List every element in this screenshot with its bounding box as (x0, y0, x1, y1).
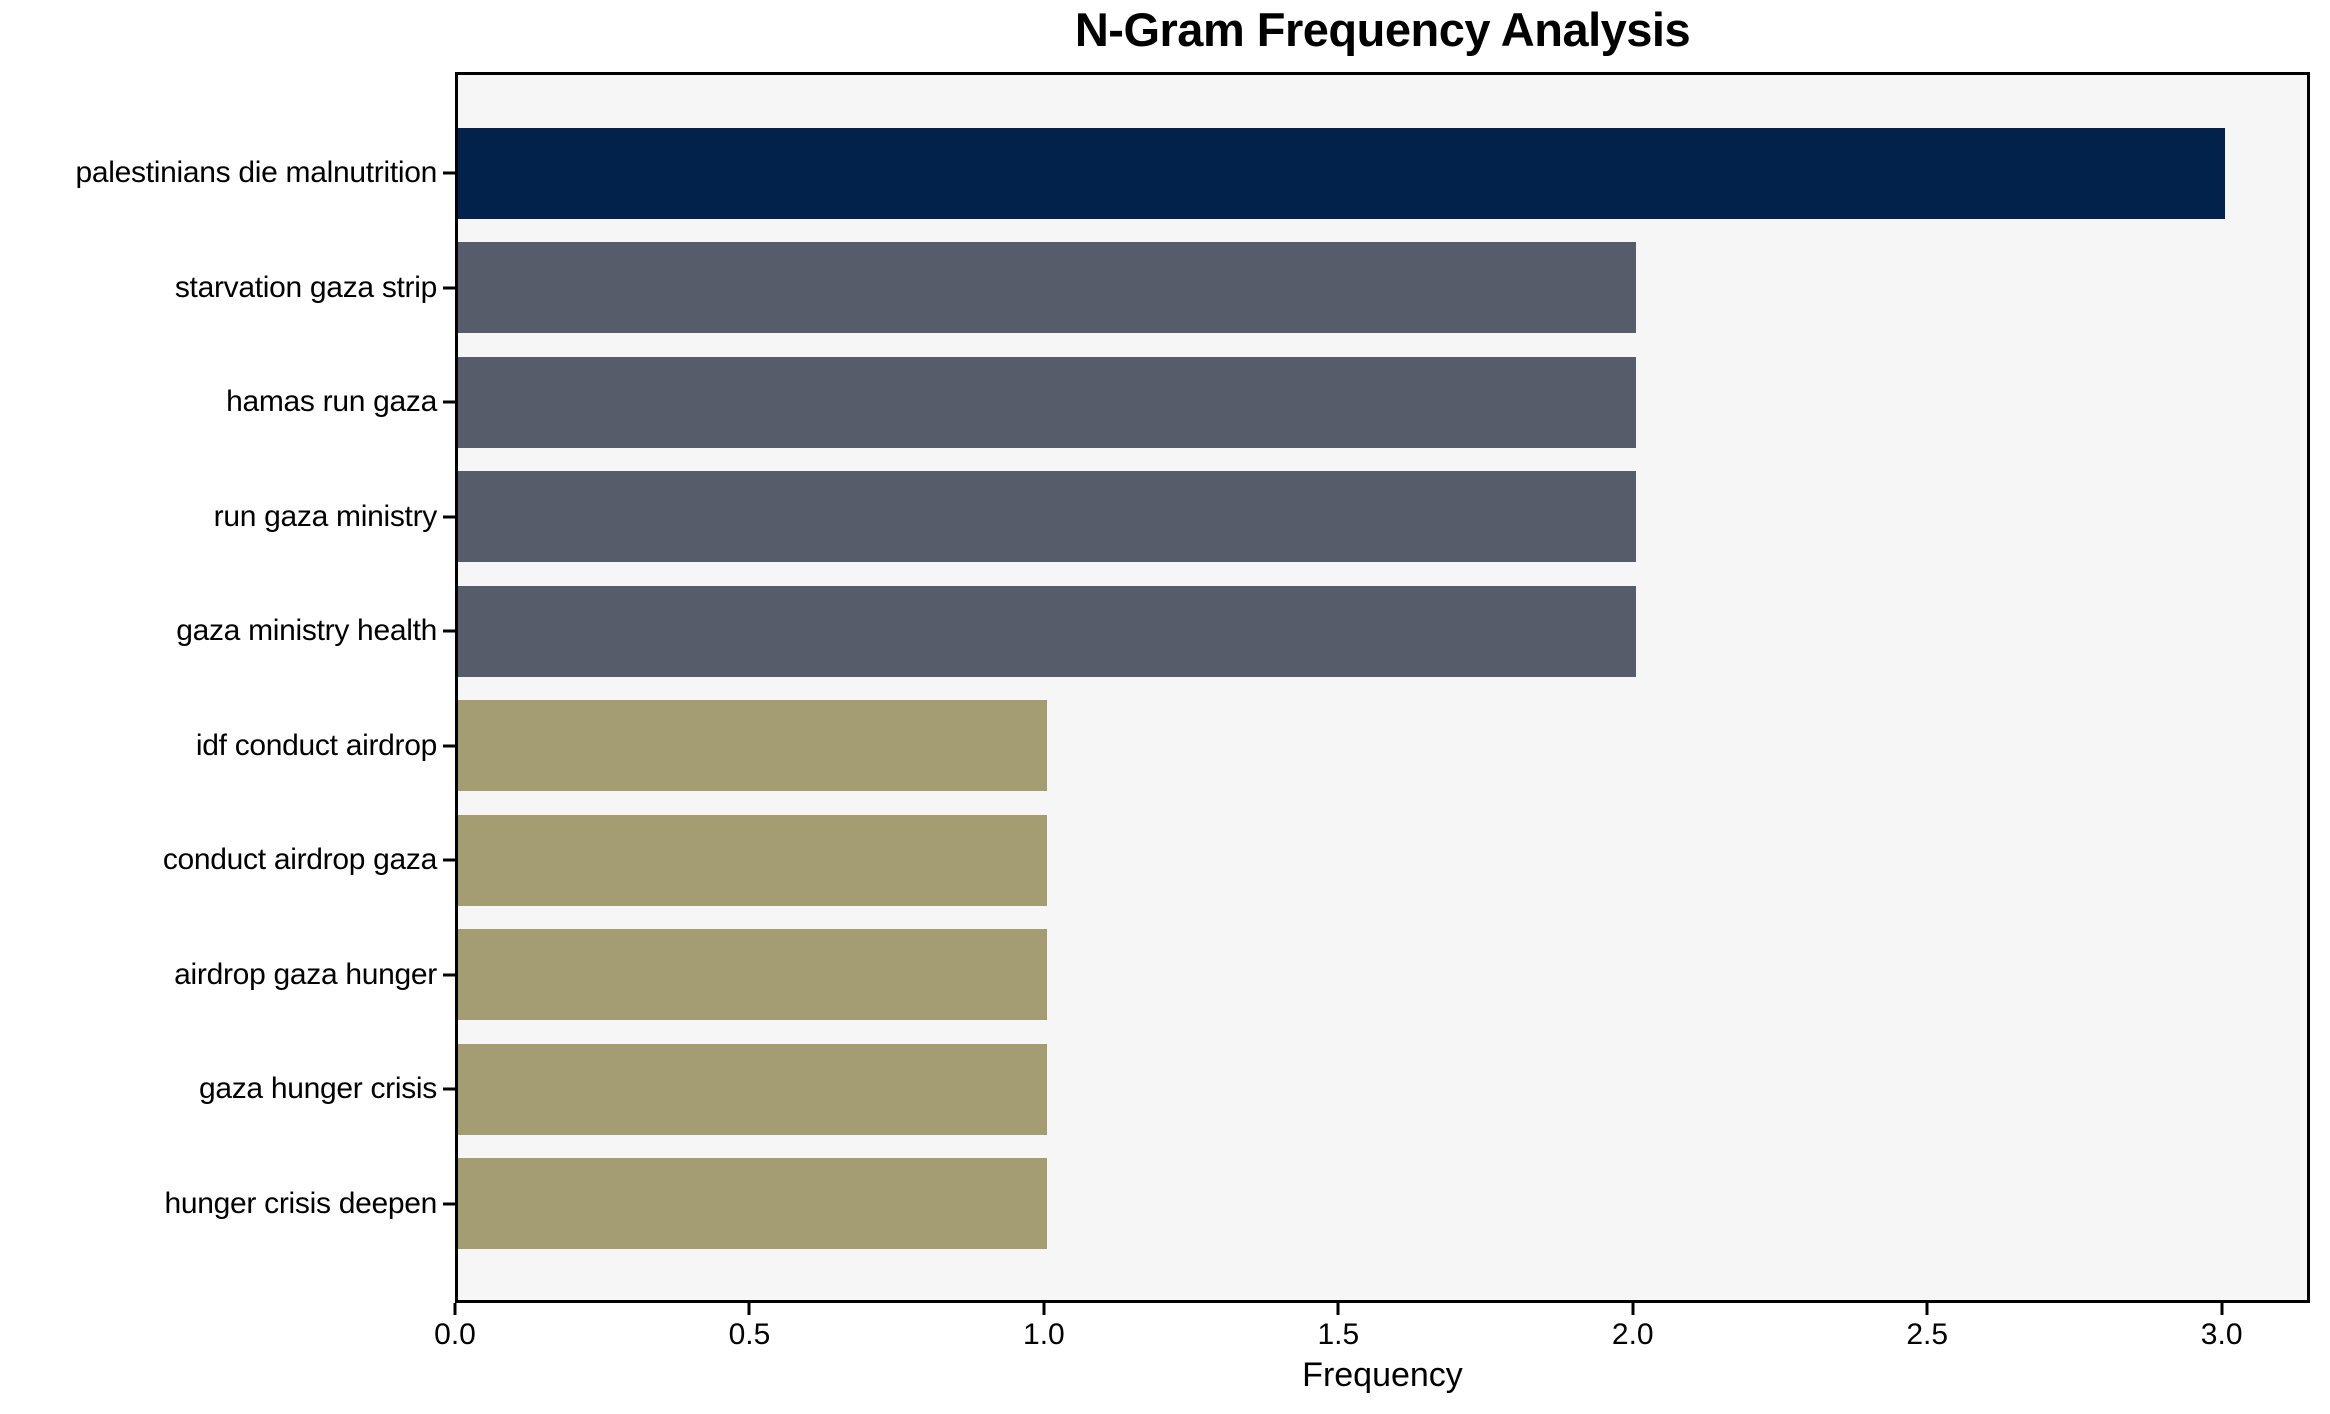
bar-hamas-run-gaza (458, 356, 1636, 448)
y-tick-label: run gaza ministry (213, 499, 438, 533)
y-tick-mark (443, 1087, 455, 1091)
bar-hunger-crisis-deepen (458, 1158, 1047, 1249)
x-tick-mark (1631, 1303, 1635, 1315)
bar-gaza-hunger-crisis (458, 1043, 1047, 1135)
x-tick-mark (1042, 1303, 1046, 1315)
y-tick-label: gaza hunger crisis (198, 1072, 437, 1105)
bar-palestinians-die-malnutrition (458, 127, 2225, 219)
y-tick-mark (443, 1202, 455, 1205)
x-tick-label: 1.5 (1317, 1318, 1360, 1351)
x-axis-label: Frequency (1302, 1356, 1463, 1394)
bar-airdrop-gaza-hunger (458, 929, 1047, 1020)
bar-gaza-ministry-health (458, 585, 1636, 677)
y-tick-mark (443, 858, 455, 862)
y-tick-mark (443, 171, 455, 175)
y-tick-mark (443, 286, 455, 289)
y-tick-label: idf conduct airdrop (195, 728, 437, 762)
y-tick-label: palestinians die malnutrition (75, 156, 437, 189)
x-tick-label: 3.0 (2200, 1318, 2243, 1351)
x-tick-mark (1336, 1303, 1340, 1315)
y-tick-mark (443, 629, 455, 633)
bar-starvation-gaza-strip (458, 242, 1636, 333)
x-tick-label: 2.0 (1611, 1318, 1654, 1351)
y-tick-mark (443, 515, 455, 518)
x-tick-label: 2.5 (1906, 1318, 1949, 1351)
x-tick-label: 1.0 (1023, 1318, 1065, 1351)
x-tick-mark (747, 1303, 751, 1315)
y-tick-label: hunger crisis deepen (164, 1186, 437, 1220)
x-tick-mark (2220, 1303, 2224, 1315)
x-tick-label: 0.5 (728, 1318, 771, 1351)
chart-title: N-Gram Frequency Analysis (1074, 3, 1691, 56)
bar-run-gaza-ministry (458, 471, 1636, 562)
plot-area (455, 72, 2310, 1303)
y-tick-label: gaza ministry health (176, 614, 437, 647)
y-tick-label: hamas run gaza (226, 385, 437, 418)
bar-conduct-airdrop-gaza (458, 814, 1047, 906)
x-tick-mark (1925, 1303, 1929, 1315)
bar-idf-conduct-airdrop (458, 700, 1047, 791)
y-tick-mark (443, 744, 455, 747)
y-tick-label: starvation gaza strip (174, 270, 437, 304)
x-tick-label: 0.0 (434, 1318, 476, 1351)
x-tick-mark (453, 1303, 457, 1315)
y-tick-mark (443, 973, 455, 976)
y-tick-label: airdrop gaza hunger (174, 957, 437, 991)
y-tick-mark (443, 400, 455, 404)
y-tick-label: conduct airdrop gaza (162, 843, 437, 876)
